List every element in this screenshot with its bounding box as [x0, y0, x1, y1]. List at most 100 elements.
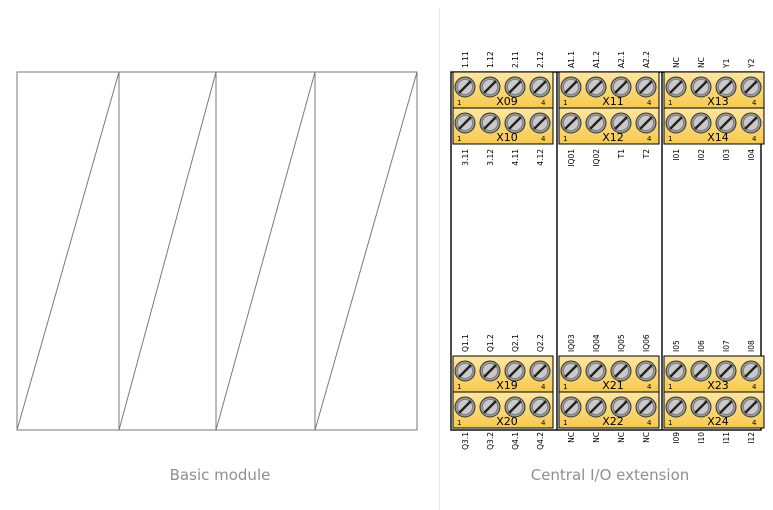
terminal-name: X22	[602, 415, 624, 428]
screw-icon	[504, 112, 526, 134]
pin-number-last: 4	[541, 383, 546, 391]
screw-icon	[635, 76, 657, 98]
pin-label-bottom: Q3.2	[486, 432, 495, 450]
pin-number-last: 4	[541, 135, 546, 143]
terminal-name: X12	[602, 131, 624, 144]
pin-label-lower: Q1.2	[486, 334, 495, 352]
pin-label-upper: 4.12	[536, 149, 545, 166]
basic-module-caption: Basic module	[169, 466, 271, 484]
screw-icon	[740, 76, 762, 98]
pin-label-upper: T2	[642, 149, 651, 160]
pin-label-lower: Q2.2	[536, 334, 545, 352]
pin-label-upper: I03	[722, 149, 731, 161]
pin-label-upper: I02	[697, 149, 706, 161]
screw-icon	[715, 76, 737, 98]
screw-icon	[690, 360, 712, 382]
terminal-block-x10: 1 4 X10	[452, 107, 554, 145]
screw-icon	[635, 396, 657, 418]
terminal-block-x24: 1 4 X24	[663, 391, 765, 429]
pin-number-first: 1	[563, 419, 567, 427]
screw-icon	[504, 396, 526, 418]
pin-label-upper: T1	[617, 149, 626, 160]
pin-label-lower: IQ05	[617, 334, 626, 352]
screw-icon	[529, 76, 551, 98]
terminal-block-x11: 1 4 X11	[558, 71, 660, 109]
terminal-block-x23: 1 4 X23	[663, 355, 765, 393]
screw-icon	[454, 396, 476, 418]
screw-icon	[690, 396, 712, 418]
pin-number-last: 4	[752, 419, 757, 427]
pin-label-top: A1.2	[592, 51, 601, 68]
pin-label-upper: IQ02	[592, 149, 601, 167]
screw-icon	[504, 360, 526, 382]
screw-icon	[610, 396, 632, 418]
screw-icon	[529, 396, 551, 418]
screw-icon	[635, 112, 657, 134]
pin-label-lower: I05	[672, 340, 681, 352]
terminal-block-x20: 1 4 X20	[452, 391, 554, 429]
screw-icon	[740, 396, 762, 418]
pin-label-lower: I07	[722, 340, 731, 352]
pin-label-bottom: Q4.1	[511, 432, 520, 450]
pin-label-lower: I08	[747, 340, 756, 352]
pin-label-top: NC	[672, 57, 681, 68]
screw-icon	[560, 112, 582, 134]
screw-icon	[454, 360, 476, 382]
pin-label-bottom: I12	[747, 432, 756, 444]
pin-number-first: 1	[668, 383, 672, 391]
screw-icon	[715, 360, 737, 382]
terminal-name: X10	[496, 131, 518, 144]
pin-label-upper: 4.11	[511, 149, 520, 166]
screw-icon	[560, 360, 582, 382]
pin-label-top: Y2	[747, 58, 756, 69]
pin-number-last: 4	[647, 99, 652, 107]
pin-label-bottom: NC	[642, 432, 651, 443]
screw-icon	[585, 360, 607, 382]
pin-number-last: 4	[752, 99, 757, 107]
pin-label-upper: 3.11	[461, 149, 470, 166]
terminal-block-x19: 1 4 X19	[452, 355, 554, 393]
pin-number-last: 4	[647, 419, 652, 427]
pin-label-lower: IQ04	[592, 334, 601, 352]
screw-icon	[529, 360, 551, 382]
terminal-block-x12: 1 4 X12	[558, 107, 660, 145]
terminal-name: X24	[707, 415, 729, 428]
pin-label-upper: I01	[672, 149, 681, 161]
screw-icon	[454, 76, 476, 98]
basic-module-panel	[0, 8, 440, 510]
pin-label-bottom: I10	[697, 432, 706, 444]
screw-icon	[479, 396, 501, 418]
pin-number-first: 1	[668, 99, 672, 107]
terminal-name: X21	[602, 379, 624, 392]
pin-number-last: 4	[647, 383, 652, 391]
pin-number-first: 1	[457, 383, 461, 391]
screw-icon	[665, 76, 687, 98]
pin-number-last: 4	[541, 99, 546, 107]
screw-icon	[479, 112, 501, 134]
pin-label-lower: Q1.1	[461, 334, 470, 352]
pin-label-top: A2.2	[642, 51, 651, 68]
pin-number-last: 4	[752, 135, 757, 143]
pin-label-bottom: Q4.2	[536, 432, 545, 450]
pin-label-upper: IQ01	[567, 149, 576, 167]
pin-number-first: 1	[563, 383, 567, 391]
screw-icon	[635, 360, 657, 382]
screw-icon	[690, 76, 712, 98]
pin-number-first: 1	[668, 135, 672, 143]
terminal-block-x14: 1 4 X14	[663, 107, 765, 145]
pin-label-bottom: NC	[617, 432, 626, 443]
screw-icon	[610, 360, 632, 382]
central-io-caption: Central I/O extension	[530, 466, 690, 484]
pin-number-first: 1	[668, 419, 672, 427]
pin-label-top: A1.1	[567, 51, 576, 68]
terminal-name: X13	[707, 95, 729, 108]
screw-icon	[585, 76, 607, 98]
screw-icon	[715, 396, 737, 418]
pin-label-bottom: NC	[567, 432, 576, 443]
screw-icon	[610, 76, 632, 98]
terminal-name: X14	[707, 131, 729, 144]
screw-icon	[529, 112, 551, 134]
pin-label-top: A2.1	[617, 51, 626, 68]
pin-label-top: Y1	[722, 58, 731, 69]
